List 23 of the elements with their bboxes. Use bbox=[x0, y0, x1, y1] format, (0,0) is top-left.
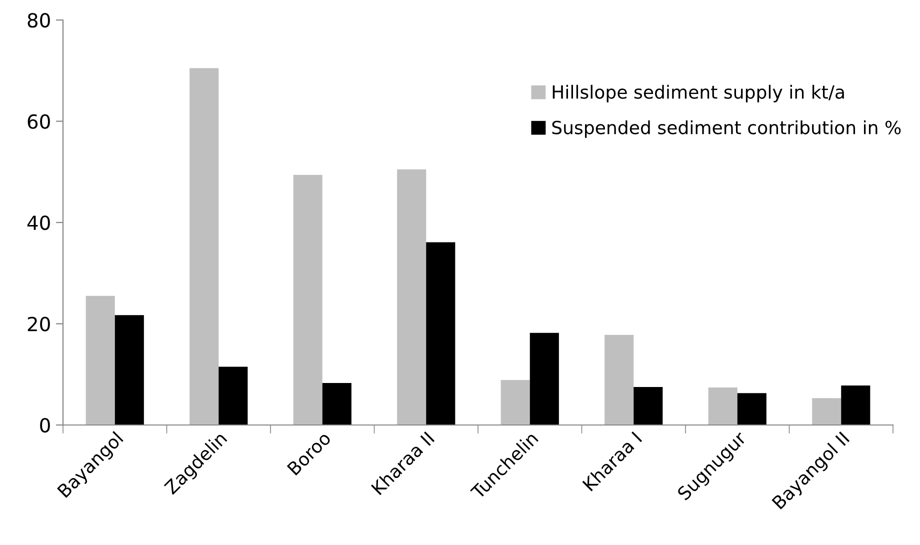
bar bbox=[500, 380, 530, 425]
bar bbox=[812, 398, 842, 425]
bar bbox=[604, 334, 634, 425]
y-tick-label: 60 bbox=[28, 114, 50, 129]
bar bbox=[86, 296, 115, 425]
bar bbox=[190, 68, 219, 425]
bar bbox=[841, 386, 870, 425]
y-tick-label: 0 bbox=[40, 418, 50, 433]
y-tick-label: 40 bbox=[27, 215, 50, 230]
y-tick-label: 20 bbox=[28, 316, 50, 332]
bar bbox=[737, 393, 766, 425]
bar bbox=[426, 242, 456, 425]
legend-label: Hillslope sediment supply in kt/a bbox=[552, 84, 844, 102]
y-tick-label: 80 bbox=[28, 12, 50, 28]
bar bbox=[293, 174, 322, 425]
bar bbox=[530, 332, 559, 425]
bar bbox=[397, 169, 426, 425]
bar bbox=[708, 388, 738, 425]
legend-label: Suspended sediment contribution in % bbox=[552, 120, 901, 138]
bar bbox=[114, 315, 144, 425]
bar bbox=[634, 387, 663, 425]
bar bbox=[322, 382, 352, 425]
bar bbox=[218, 366, 248, 425]
